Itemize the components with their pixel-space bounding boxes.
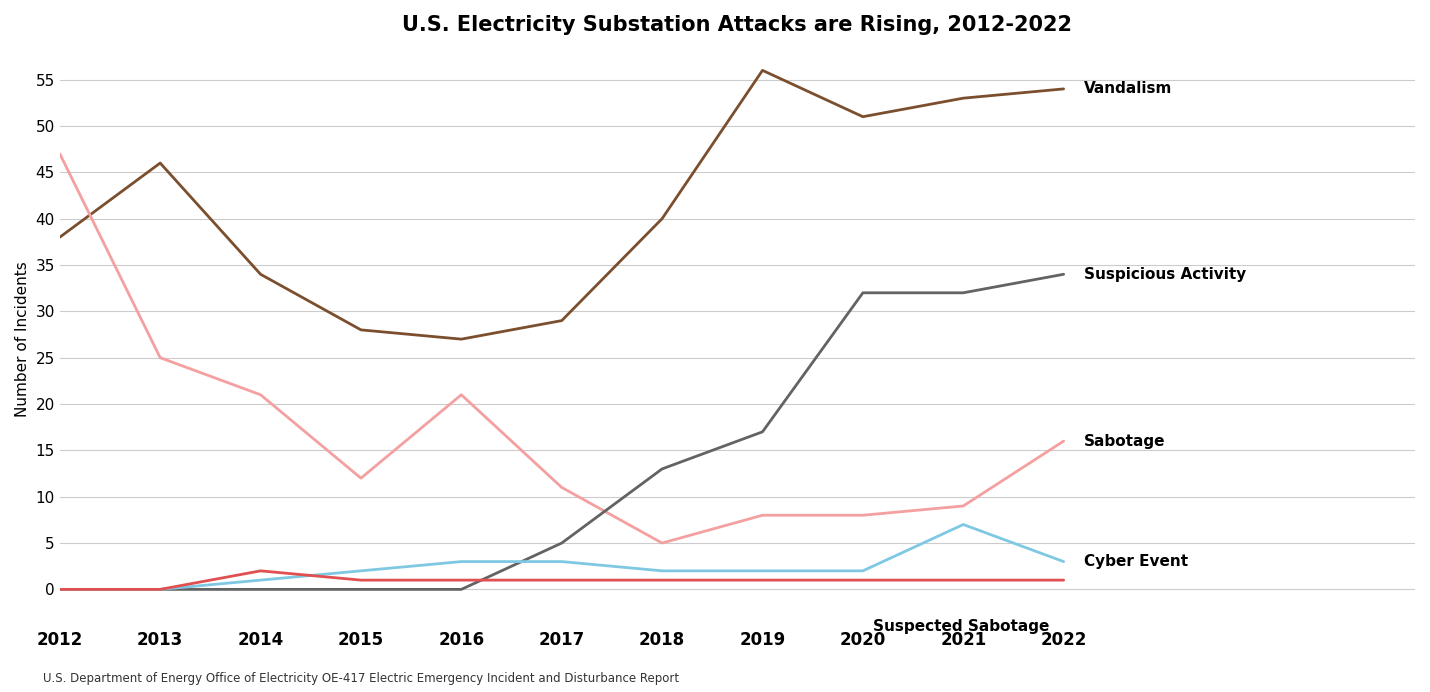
Text: Suspicious Activity: Suspicious Activity (1084, 267, 1246, 282)
Text: Sabotage: Sabotage (1084, 434, 1165, 448)
Text: Vandalism: Vandalism (1084, 82, 1173, 96)
Title: U.S. Electricity Substation Attacks are Rising, 2012-2022: U.S. Electricity Substation Attacks are … (402, 15, 1072, 35)
Y-axis label: Number of Incidents: Number of Incidents (14, 262, 30, 417)
Text: U.S. Department of Energy Office of Electricity OE-417 Electric Emergency Incide: U.S. Department of Energy Office of Elec… (43, 672, 679, 685)
Text: Suspected Sabotage: Suspected Sabotage (872, 619, 1050, 634)
Text: Cyber Event: Cyber Event (1084, 554, 1188, 569)
